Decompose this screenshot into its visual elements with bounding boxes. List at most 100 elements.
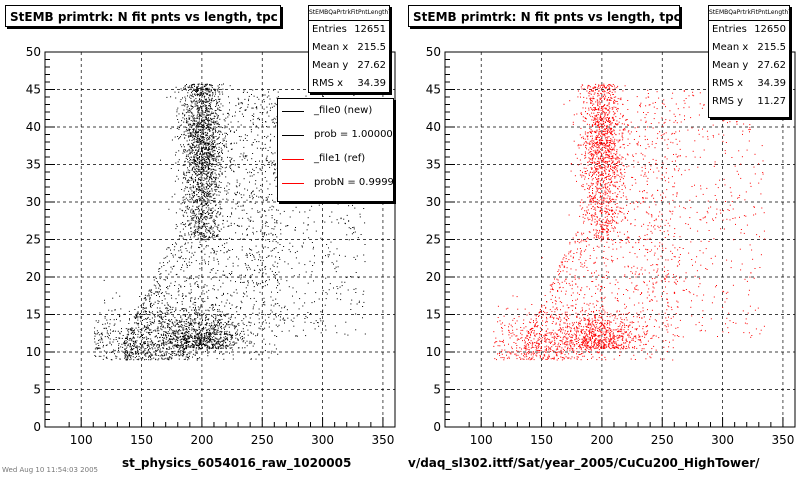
- data-point: [122, 351, 124, 353]
- data-point: [186, 108, 188, 110]
- data-point: [114, 353, 115, 355]
- data-point: [139, 314, 141, 316]
- data-point: [206, 105, 207, 107]
- data-point: [223, 144, 225, 146]
- data-point: [137, 346, 139, 348]
- data-point: [142, 308, 144, 310]
- data-point: [193, 236, 195, 238]
- data-point: [239, 156, 241, 158]
- data-point: [214, 337, 216, 339]
- data-point: [230, 334, 232, 336]
- data-point: [183, 131, 185, 133]
- data-point: [293, 302, 295, 304]
- data-point: [203, 124, 205, 126]
- data-point: [208, 192, 210, 194]
- data-point: [284, 319, 286, 321]
- data-point: [193, 337, 195, 339]
- data-point: [195, 125, 197, 127]
- data-point: [215, 334, 217, 336]
- data-point: [183, 329, 185, 331]
- data-point: [154, 354, 156, 356]
- data-point: [210, 123, 212, 125]
- data-point: [208, 230, 210, 231]
- data-point: [259, 270, 261, 272]
- data-point: [231, 273, 233, 274]
- data-point: [230, 121, 232, 123]
- data-point: [208, 147, 210, 148]
- data-point: [197, 136, 199, 138]
- data-point: [197, 208, 199, 210]
- data-point: [337, 266, 339, 268]
- data-point: [208, 217, 210, 219]
- data-point: [205, 156, 207, 158]
- data-point: [192, 131, 194, 133]
- data-point: [202, 330, 204, 332]
- data-point: [125, 342, 127, 344]
- data-point: [176, 319, 178, 321]
- data-point: [264, 246, 266, 248]
- data-point: [178, 150, 180, 152]
- data-point: [214, 223, 216, 225]
- data-point: [271, 119, 273, 121]
- data-point: [206, 198, 208, 200]
- data-point: [212, 134, 214, 136]
- data-point: [190, 291, 192, 293]
- data-point: [356, 255, 358, 257]
- data-point: [196, 206, 198, 208]
- data-point: [224, 125, 226, 127]
- data-point: [286, 280, 288, 282]
- data-point: [165, 332, 167, 333]
- data-point: [157, 283, 159, 285]
- data-point: [220, 330, 222, 332]
- data-point: [209, 337, 211, 338]
- data-point: [336, 248, 338, 250]
- data-point: [205, 178, 207, 180]
- data-point: [208, 157, 210, 159]
- data-point: [195, 90, 197, 92]
- data-point: [95, 356, 97, 357]
- data-point: [156, 328, 158, 330]
- data-point: [217, 228, 219, 230]
- data-point: [191, 112, 192, 114]
- data-point: [202, 136, 204, 137]
- data-point: [188, 251, 190, 253]
- data-point: [255, 300, 257, 302]
- data-point: [194, 145, 196, 147]
- data-point: [247, 284, 249, 286]
- data-point: [108, 335, 110, 336]
- data-point: [339, 254, 340, 256]
- data-point: [171, 319, 173, 321]
- data-point: [192, 90, 194, 91]
- data-point: [217, 342, 219, 344]
- data-point: [217, 90, 219, 92]
- data-point: [150, 291, 152, 293]
- data-point: [278, 324, 280, 326]
- data-point: [201, 267, 203, 269]
- data-point: [197, 306, 199, 308]
- data-point: [169, 341, 171, 343]
- data-point: [232, 262, 234, 264]
- data-point: [203, 326, 204, 328]
- data-point: [181, 338, 183, 340]
- data-point: [212, 155, 214, 157]
- data-point: [193, 325, 194, 327]
- data-point: [193, 341, 194, 342]
- data-point: [202, 133, 204, 135]
- data-point: [191, 333, 193, 335]
- data-point: [192, 128, 194, 130]
- data-point: [212, 163, 214, 165]
- data-point: [182, 344, 184, 346]
- data-point: [200, 136, 202, 138]
- data-point: [166, 307, 168, 309]
- data-point: [200, 163, 202, 165]
- data-point: [202, 120, 204, 122]
- data-point: [184, 348, 186, 350]
- data-point: [202, 84, 204, 86]
- data-point: [184, 333, 186, 335]
- data-point: [197, 199, 198, 201]
- data-point: [325, 298, 327, 300]
- data-point: [194, 200, 196, 202]
- data-point: [205, 186, 207, 188]
- data-point: [307, 224, 309, 226]
- data-point: [194, 141, 196, 143]
